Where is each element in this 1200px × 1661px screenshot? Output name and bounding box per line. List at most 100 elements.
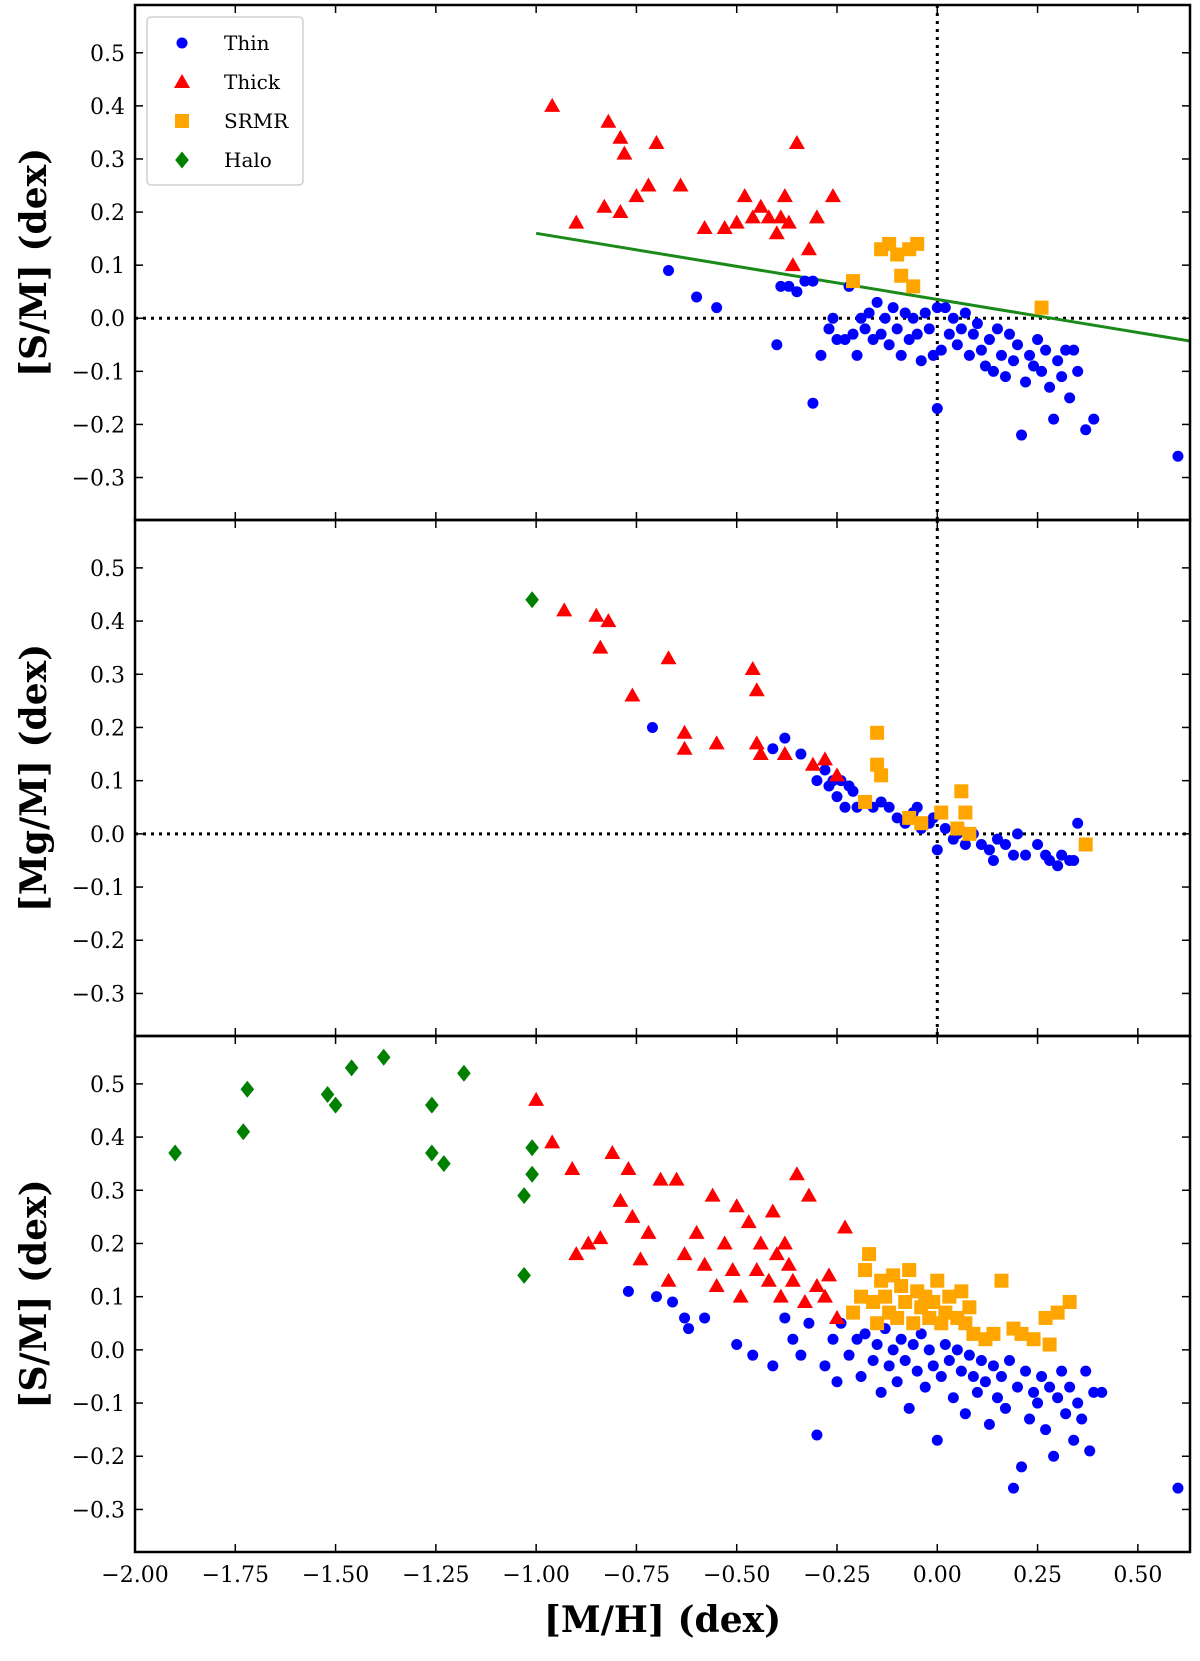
point-thin bbox=[939, 302, 951, 314]
point-thick bbox=[544, 1134, 561, 1149]
point-thin bbox=[819, 764, 831, 776]
point-thin bbox=[887, 1344, 899, 1356]
point-srmr bbox=[906, 1316, 921, 1331]
point-thin bbox=[811, 1429, 823, 1441]
point-thin bbox=[963, 349, 975, 361]
point-srmr bbox=[962, 826, 977, 841]
legend-label-halo: Halo bbox=[224, 148, 272, 172]
series-thick bbox=[544, 97, 841, 272]
series-halo bbox=[168, 1048, 539, 1284]
point-thin bbox=[1072, 817, 1084, 829]
point-thin bbox=[1068, 854, 1080, 866]
point-thin bbox=[767, 743, 779, 755]
point-thin bbox=[959, 1408, 971, 1420]
point-thick bbox=[808, 1278, 825, 1293]
plot-area bbox=[168, 1048, 1184, 1494]
point-thin bbox=[1012, 339, 1024, 351]
point-thin bbox=[975, 344, 987, 356]
point-thin bbox=[667, 1296, 679, 1308]
point-thin bbox=[943, 1354, 955, 1366]
point-thin bbox=[831, 791, 843, 803]
point-thick bbox=[828, 767, 845, 782]
legend: Thin Thick SRMR Halo bbox=[146, 16, 304, 186]
point-thin bbox=[979, 360, 991, 372]
y-tick-label: 0.0 bbox=[90, 823, 125, 848]
point-thick bbox=[564, 1160, 581, 1175]
point-thin bbox=[851, 1333, 863, 1345]
point-thin bbox=[903, 1402, 915, 1414]
point-thin bbox=[831, 1376, 843, 1388]
point-thin bbox=[1080, 424, 1092, 436]
point-srmr bbox=[870, 1316, 885, 1331]
point-thin bbox=[775, 280, 787, 292]
point-srmr bbox=[942, 1289, 957, 1304]
point-thin bbox=[879, 312, 891, 324]
point-thin bbox=[959, 838, 971, 850]
point-thick bbox=[616, 145, 633, 160]
point-thick bbox=[752, 746, 769, 761]
point-thick bbox=[592, 639, 609, 654]
point-thick bbox=[776, 1235, 793, 1250]
y-tick-label: −0.1 bbox=[72, 1392, 125, 1417]
point-srmr bbox=[1078, 837, 1093, 852]
point-thin bbox=[1044, 1381, 1056, 1393]
point-thin bbox=[855, 1370, 867, 1382]
point-thick bbox=[788, 135, 805, 150]
point-thick bbox=[764, 1203, 781, 1218]
point-thin bbox=[1044, 854, 1056, 866]
point-thick bbox=[724, 1262, 741, 1277]
point-halo bbox=[457, 1064, 471, 1082]
point-thin bbox=[1036, 365, 1048, 377]
point-thin bbox=[1068, 1434, 1080, 1446]
point-thin bbox=[927, 1360, 939, 1372]
point-halo bbox=[344, 1059, 359, 1077]
y-tick-label: −0.1 bbox=[72, 876, 125, 901]
point-thick bbox=[604, 1145, 621, 1160]
panel-frame bbox=[133, 518, 1192, 1038]
point-halo bbox=[525, 1165, 539, 1183]
fit-line bbox=[535, 231, 1190, 343]
point-srmr bbox=[846, 1305, 861, 1320]
point-srmr bbox=[890, 247, 905, 262]
point-thick bbox=[600, 113, 617, 128]
point-thin bbox=[951, 1344, 963, 1356]
point-halo bbox=[517, 1266, 531, 1284]
point-srmr bbox=[930, 1273, 945, 1288]
point-thin bbox=[646, 721, 658, 733]
point-thin bbox=[795, 1349, 807, 1361]
y-tick-label: 0.5 bbox=[90, 42, 125, 67]
point-srmr bbox=[906, 279, 921, 294]
point-thin bbox=[1007, 1482, 1019, 1494]
series-thin bbox=[622, 1285, 1184, 1494]
point-thin bbox=[819, 1360, 831, 1372]
point-thick bbox=[624, 687, 641, 702]
point-thick bbox=[708, 735, 725, 750]
point-thick bbox=[804, 756, 821, 771]
y-tick-label: 0.1 bbox=[90, 770, 125, 795]
point-srmr bbox=[910, 236, 925, 251]
point-thin bbox=[999, 838, 1011, 850]
point-thick bbox=[760, 209, 777, 224]
point-thin bbox=[1172, 1482, 1184, 1494]
point-halo bbox=[425, 1144, 439, 1162]
panel-2: −0.3 −0.2 −0.1 0.0 0.1 0.2 0.3 0.4 0.5 [Mg/M] (de… bbox=[13, 518, 1192, 1038]
point-srmr bbox=[1062, 1294, 1077, 1309]
point-thick bbox=[688, 1224, 705, 1239]
point-srmr bbox=[1050, 1305, 1065, 1320]
point-srmr bbox=[862, 1247, 877, 1262]
y-tick-label: −0.3 bbox=[72, 1498, 125, 1523]
x-tick-label: −0.75 bbox=[603, 1563, 670, 1588]
point-thin bbox=[1088, 1386, 1100, 1398]
point-thin bbox=[843, 1349, 855, 1361]
point-thin bbox=[967, 328, 979, 340]
y-axis-title: [Mg/M] (dex) bbox=[13, 644, 55, 912]
point-srmr bbox=[902, 810, 917, 825]
y-tick-label: 0.3 bbox=[90, 663, 125, 688]
x-tick-label: 0.25 bbox=[1013, 1563, 1062, 1588]
point-srmr bbox=[954, 784, 969, 799]
point-thin bbox=[1032, 838, 1044, 850]
point-thin bbox=[963, 1349, 975, 1361]
point-thin bbox=[967, 1370, 979, 1382]
point-thin bbox=[1088, 413, 1100, 425]
point-thin bbox=[1007, 849, 1019, 861]
